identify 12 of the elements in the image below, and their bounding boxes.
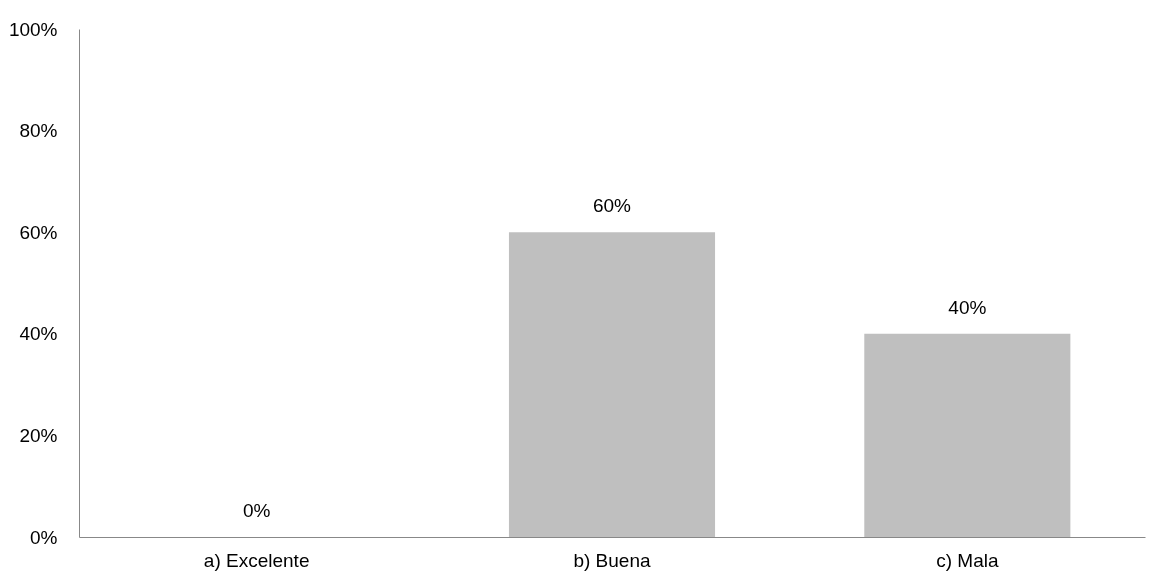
data-label: 60%: [592, 195, 632, 217]
x-tick-label: a) Excelente: [203, 549, 310, 571]
x-tick-label: b) Buena: [573, 549, 651, 571]
y-tick-label: 20%: [19, 424, 58, 446]
y-tick-label: 100%: [8, 18, 58, 40]
y-tick-label: 80%: [19, 120, 58, 142]
data-label: 40%: [948, 296, 987, 318]
data-label: 0%: [242, 500, 271, 521]
y-tick-label: 60%: [19, 221, 58, 243]
x-tick-label: c) Mala: [936, 549, 999, 571]
y-tick-label: 40%: [19, 323, 58, 345]
y-tick-label: 0%: [30, 526, 58, 548]
